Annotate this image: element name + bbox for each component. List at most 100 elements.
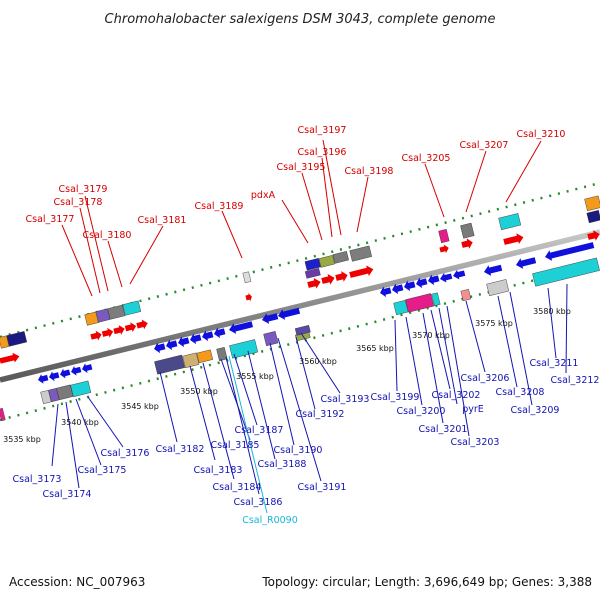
gene-label-bottom: Csal_3176 [101,448,150,459]
scale-label: 3540 kbp [61,418,99,427]
gene-label-bottom: Csal_3202 [432,390,481,401]
label-leader-line [65,401,80,489]
label-leader-line [509,291,533,406]
label-leader-line [446,305,470,437]
gene-arrow-reverse [178,336,190,348]
gene-box-cyan [431,292,441,307]
gene-label-bottom: Csal_3182 [156,444,205,455]
gene-label-top: Csal_3189 [195,201,244,212]
gene-box-purple [95,308,111,323]
label-leader-line [547,287,557,359]
label-leader-line [295,336,316,410]
gene-label-bottom: Csal_3173 [13,474,62,485]
scale-label: 3570 kbp [412,331,450,340]
label-leader-line [233,353,258,426]
label-leader-line [107,240,123,288]
label-leader-line [281,199,309,244]
label-leader-line [322,139,342,236]
label-leader-line [189,365,216,461]
gene-label-top: Csal_3196 [298,147,347,158]
gene-arrow-forward [321,273,335,285]
label-leader-line [301,172,323,241]
gene-label-top: pdxA [251,190,276,201]
gene-arrow-reverse [262,313,279,324]
gene-label-bottom: Csal_3193 [321,394,370,405]
gene-arrow-reverse [60,368,71,379]
gene-box-olive [318,255,335,268]
label-leader-line [321,157,333,238]
gene-box-gray [332,251,349,264]
gene-label-bottom: Csal_3206 [461,373,510,384]
label-leader-line [465,300,486,373]
scale-label: 3565 kbp [356,344,394,353]
gene-box-pink [405,293,435,313]
rna-label: Csal_R0090 [242,515,298,526]
gene-box-blue [304,258,321,271]
label-leader-line [565,283,568,374]
scale-labels: 3535 kbp 3540 kbp 3545 kbp 3550 kbp 3555 kbp… [3,307,571,444]
gene-label-top: Csal_3197 [298,125,347,136]
label-leader-line [87,396,124,448]
gene-label-bottom: Csal_3212 [551,375,600,386]
label-leader-line [225,356,260,495]
gene-label-bottom: Csal_3188 [258,459,307,470]
label-leader-line [228,355,268,514]
gene-box-navy [586,210,600,224]
gene-label-bottom: Csal_3190 [274,445,323,456]
gene-arrow-forward [587,230,600,241]
gene-label-bottom: Csal_3184 [213,482,262,493]
gene-label-bottom: Csal_3185 [211,440,260,451]
gene-box-gray [107,304,126,320]
gene-label-top: Csal_3205 [402,153,451,164]
gene-arrow-reverse [440,272,453,283]
gene-arrow-forward [503,233,524,245]
gene-label-bottom: Csal_3192 [296,409,345,420]
gene-arrow-reverse [190,333,202,345]
label-leader-line [438,307,458,405]
scale-label: 3550 kbp [180,387,218,396]
gene-box-cyan [498,213,522,231]
gene-arrow-reverse [278,307,301,320]
label-leader-line [430,309,451,390]
gene-label-bottom: Csal_3201 [419,424,468,435]
scale-label: 3580 kbp [533,307,571,316]
scale-label: 3535 kbp [3,435,41,444]
label-leader-line [300,332,341,394]
label-leader-line [269,342,295,446]
label-leader-line [247,350,276,460]
gene-label-bottom: Csal_3211 [530,358,579,369]
gene-arrow-reverse [71,365,82,376]
gene-arrow-reverse [392,283,404,295]
label-leader-line [394,319,398,392]
gene-arrow-forward [0,352,20,364]
gene-box-purple [48,388,60,403]
label-leader-line [84,195,109,292]
gene-box-cyan [229,339,259,359]
label-leader-line [221,210,243,259]
gene-box-cyan [70,380,92,398]
gene-arrow-forward [349,265,374,278]
gene-box-orange [196,349,214,364]
gene-box-purple [294,325,311,336]
label-leader-line [465,150,487,213]
gene-arrow-forward [439,244,449,254]
label-leader-line [202,362,235,480]
label-leader-line [497,295,518,388]
scale-label: 3555 kbp [236,372,274,381]
gene-label-top: Csal_3178 [54,197,103,208]
label-leader-line [220,358,251,441]
label-leaders [51,139,568,514]
gene-label-top: Csal_3207 [460,140,509,151]
map-title: Chromohalobacter salexigens DSM 3043, co… [105,12,496,27]
gene-arrow-reverse [484,264,503,276]
gene-box-purple [263,331,279,347]
gene-label-bottom: Csal_3186 [234,497,283,508]
gene-arrow-forward [136,319,148,330]
label-leader-line [422,312,444,424]
gene-arrow-forward [101,327,114,338]
genome-summary: Topology: circular; Length: 3,696,649 bp… [261,575,592,589]
gene-arrow-reverse [202,330,214,342]
gene-label-top: Csal_3177 [26,214,75,225]
gene-label-bottom: Csal_3191 [298,482,347,493]
